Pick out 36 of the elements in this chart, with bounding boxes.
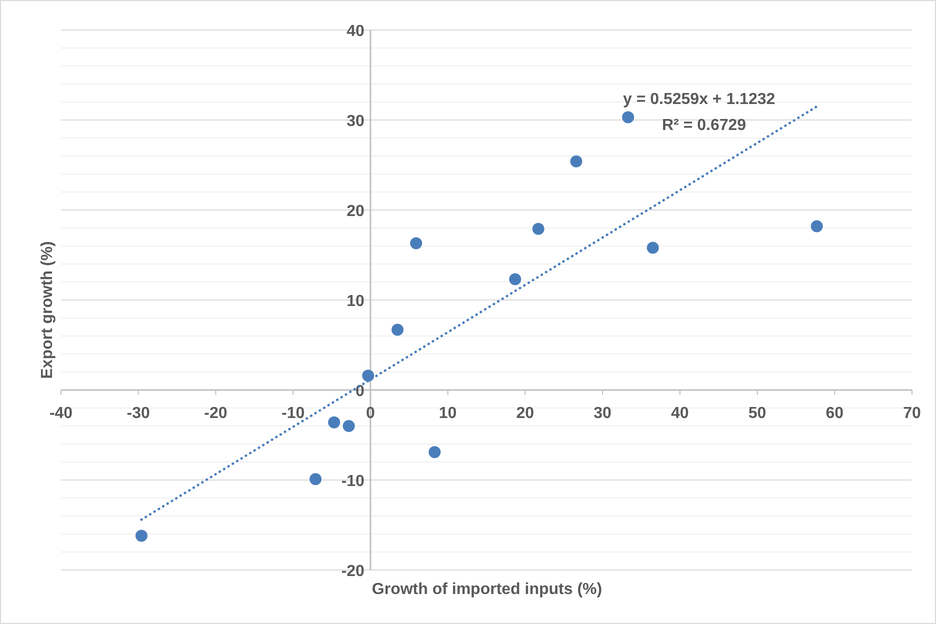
annotation: y = 0.5259x + 1.1232 [623,91,776,108]
point [310,473,322,486]
x-tick-label: -10 [282,405,305,422]
point [622,111,634,124]
x-axis-title: Growth of imported inputs (%) [372,581,602,598]
y-axis-title: Export growth (%) [39,241,56,379]
x-tick-label: -20 [204,405,228,422]
point [328,416,340,428]
x-tick-label: 20 [516,405,534,422]
point [135,530,148,542]
point [362,370,374,382]
x-tick-label: 60 [826,405,844,422]
x-tick-label: -40 [49,405,73,422]
y-tick-label: 40 [346,23,365,40]
x-tick-label: 10 [438,405,457,422]
point [410,237,422,250]
point [810,220,823,232]
point [428,446,441,458]
x-tick-label: 30 [594,405,612,422]
y-tick-label: -20 [341,563,365,580]
y-tick-label: 30 [346,113,365,130]
point [646,242,659,254]
x-tick-label: 40 [671,405,689,422]
y-tick-label: 0 [356,383,365,400]
x-tick-label: 50 [748,405,766,422]
point [392,324,404,336]
point [532,222,544,235]
x-tick-label: 70 [903,405,921,422]
y-tick-label: 20 [346,203,365,220]
point [342,420,355,432]
y-tick-label: -10 [341,473,365,490]
point [509,273,522,286]
y-tick-label: 10 [346,293,365,310]
point [570,155,582,168]
annotation: R² = 0.6729 [662,117,746,134]
x-tick-label: -30 [126,405,150,422]
